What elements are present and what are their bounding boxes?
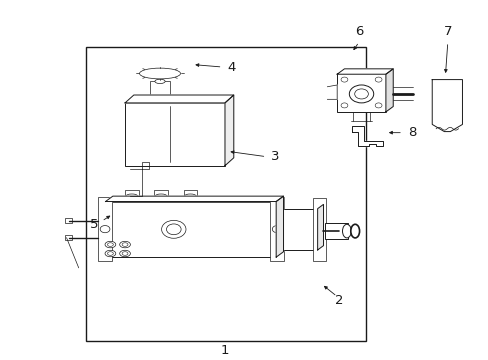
- Bar: [312, 198, 326, 261]
- Text: 5: 5: [90, 218, 99, 231]
- Bar: [125, 103, 224, 166]
- Polygon shape: [336, 69, 392, 74]
- Ellipse shape: [155, 79, 165, 84]
- Text: 3: 3: [271, 150, 279, 163]
- Ellipse shape: [155, 194, 166, 198]
- Ellipse shape: [126, 194, 138, 198]
- Bar: [183, 190, 197, 196]
- Ellipse shape: [184, 194, 196, 198]
- Text: 4: 4: [227, 60, 235, 73]
- Polygon shape: [224, 95, 233, 166]
- Text: 6: 6: [354, 25, 363, 39]
- Ellipse shape: [342, 224, 350, 238]
- Bar: [98, 197, 112, 261]
- Polygon shape: [351, 126, 383, 146]
- Ellipse shape: [120, 241, 130, 248]
- Bar: [336, 74, 385, 112]
- Circle shape: [100, 226, 110, 233]
- Bar: [65, 219, 72, 224]
- Circle shape: [374, 77, 381, 82]
- Circle shape: [443, 83, 450, 88]
- Polygon shape: [327, 85, 336, 99]
- Circle shape: [161, 220, 185, 238]
- Circle shape: [340, 103, 347, 108]
- Text: 2: 2: [335, 294, 343, 307]
- Circle shape: [354, 89, 367, 99]
- Bar: [270, 197, 284, 261]
- Bar: [105, 202, 276, 257]
- Text: 8: 8: [407, 126, 415, 139]
- Text: 1: 1: [220, 344, 229, 357]
- Circle shape: [374, 103, 381, 108]
- Polygon shape: [385, 69, 392, 112]
- Circle shape: [348, 85, 373, 103]
- Circle shape: [166, 224, 181, 235]
- Ellipse shape: [141, 69, 178, 78]
- Ellipse shape: [139, 68, 180, 79]
- Ellipse shape: [120, 250, 130, 257]
- Circle shape: [272, 226, 282, 233]
- Ellipse shape: [105, 250, 116, 257]
- Polygon shape: [431, 80, 462, 132]
- Bar: [86, 47, 366, 341]
- Bar: [125, 190, 139, 196]
- Bar: [276, 209, 317, 250]
- Bar: [149, 81, 170, 95]
- Polygon shape: [105, 196, 283, 202]
- Polygon shape: [125, 95, 233, 103]
- Text: 7: 7: [443, 25, 451, 39]
- Polygon shape: [317, 204, 323, 250]
- Circle shape: [443, 120, 450, 125]
- Ellipse shape: [105, 241, 116, 248]
- Circle shape: [436, 95, 457, 111]
- Bar: [325, 223, 347, 239]
- Circle shape: [351, 127, 357, 131]
- Bar: [154, 190, 167, 196]
- Ellipse shape: [350, 224, 359, 238]
- Polygon shape: [276, 196, 283, 257]
- Circle shape: [340, 77, 347, 82]
- Bar: [65, 235, 72, 240]
